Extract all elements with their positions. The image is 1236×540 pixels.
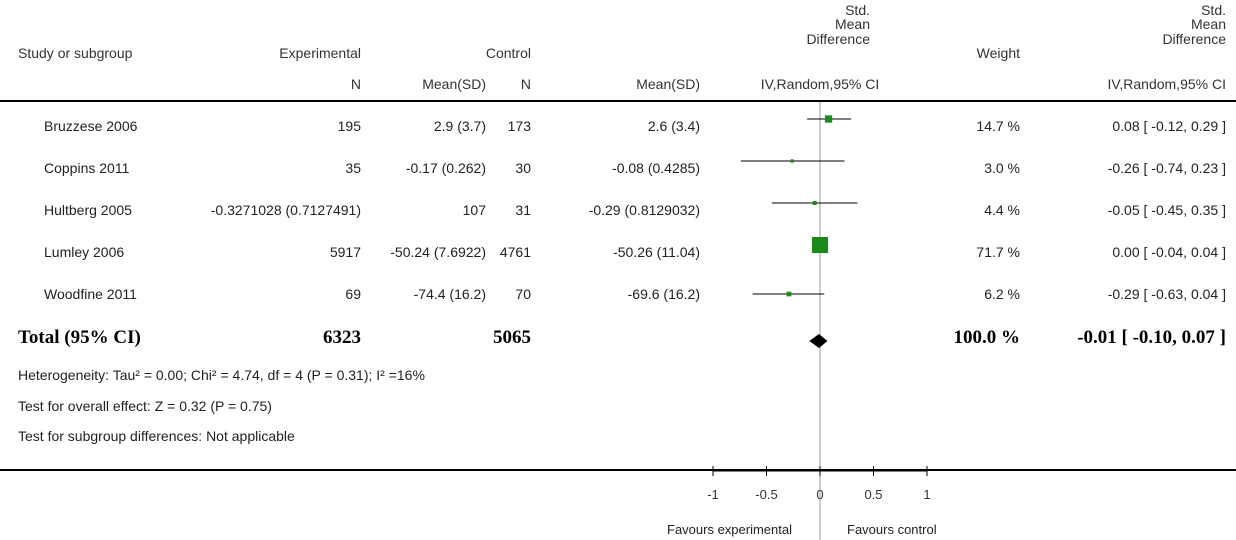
header-exp-mean-sd: Mean(SD): [422, 76, 486, 92]
header-exp-n: N: [350, 76, 361, 92]
study-marker: [811, 236, 829, 254]
study-exp-n: 5917: [329, 244, 361, 260]
study-exp-n: 35: [345, 160, 361, 176]
study-name: Bruzzese 2006: [44, 118, 138, 134]
study-name: Hultberg 2005: [44, 202, 132, 218]
study-ctl-mean-sd: -0.29 (0.8129032): [588, 202, 700, 218]
x-axis-tick-label: -0.5: [755, 487, 777, 502]
study-exp-n: -0.3271028 (0.7127491): [210, 202, 361, 218]
footer-rule: [0, 469, 1236, 471]
study-ci-text: -0.26 [ -0.74, 0.23 ]: [1107, 160, 1226, 176]
study-name: Woodfine 2011: [44, 286, 137, 302]
subgroup-note: Test for subgroup differences: Not appli…: [18, 428, 295, 444]
study-exp-mean-sd: -74.4 (16.2): [413, 286, 486, 302]
study-ctl-mean-sd: 2.6 (3.4): [647, 118, 700, 134]
total-weight: 100.0 %: [953, 327, 1021, 348]
study-marker: [812, 201, 817, 205]
header-control: Control: [485, 45, 531, 61]
overall-effect-note: Test for overall effect: Z = 0.32 (P = 0…: [18, 398, 272, 414]
x-axis-tick-label: -1: [707, 487, 719, 502]
study-ctl-mean-sd: -50.26 (11.04): [613, 244, 700, 260]
study-exp-n: 195: [337, 118, 361, 134]
study-weight: 14.7 %: [976, 118, 1020, 134]
pooled-diamond: [809, 334, 828, 348]
header-ctl-n: N: [520, 76, 531, 92]
total-ci-text: -0.01 [ -0.10, 0.07 ]: [1077, 327, 1226, 348]
total-exp-n: 6323: [323, 327, 361, 348]
study-weight: 6.2 %: [984, 286, 1020, 302]
total-label: Total (95% CI): [18, 327, 141, 348]
study-ci-text: 0.08 [ -0.12, 0.29 ]: [1112, 118, 1226, 134]
x-axis-tick-label: 1: [923, 487, 930, 502]
header-smd-line1: Std.: [845, 2, 870, 18]
study-exp-mean-sd: 2.9 (3.7): [433, 118, 486, 134]
header-ctl-mean-sd: Mean(SD): [636, 76, 700, 92]
x-axis-tick-label: 0: [816, 487, 823, 502]
study-ctl-n: 31: [515, 202, 531, 218]
study-ctl-n: 70: [515, 286, 531, 302]
study-marker: [790, 159, 794, 163]
study-weight: 71.7 %: [976, 244, 1020, 260]
study-name: Coppins 2011: [44, 160, 130, 176]
study-ctl-n: 30: [515, 160, 531, 176]
favours-control: Favours control: [847, 522, 937, 537]
heterogeneity-note: Heterogeneity: Tau² = 0.00; Chi² = 4.74,…: [18, 367, 425, 383]
header-smd2-line1: Std.: [1201, 2, 1226, 18]
header-method2: IV,Random,95% CI: [1107, 76, 1226, 92]
study-ctl-n: 4761: [499, 244, 531, 260]
total-ctl-n: 5065: [493, 327, 531, 348]
header-smd2-line3: Difference: [1162, 31, 1226, 47]
header-method: IV,Random,95% CI: [760, 76, 880, 92]
study-exp-mean-sd: 107: [462, 202, 486, 218]
study-name: Lumley 2006: [44, 244, 125, 260]
header-study: Study or subgroup: [18, 45, 133, 61]
header-rule: [0, 100, 1236, 102]
study-exp-n: 69: [345, 286, 361, 302]
study-ctl-n: 173: [507, 118, 531, 134]
study-exp-mean-sd: -50.24 (7.6922): [390, 244, 486, 260]
study-marker: [786, 291, 792, 297]
header-smd-line2: Mean: [834, 16, 870, 32]
study-marker: [824, 115, 833, 123]
header-smd-line3: Difference: [806, 31, 870, 47]
study-weight: 3.0 %: [984, 160, 1020, 176]
header-weight: Weight: [976, 45, 1020, 61]
study-exp-mean-sd: -0.17 (0.262): [405, 160, 486, 176]
header-experimental: Experimental: [279, 45, 361, 61]
study-ctl-mean-sd: -0.08 (0.4285): [612, 160, 700, 176]
x-axis-tick-label: 0.5: [864, 487, 882, 502]
study-weight: 4.4 %: [984, 202, 1020, 218]
study-ci-text: 0.00 [ -0.04, 0.04 ]: [1112, 244, 1226, 260]
study-ctl-mean-sd: -69.6 (16.2): [627, 286, 700, 302]
header-smd2-line2: Mean: [1190, 16, 1226, 32]
study-ci-text: -0.29 [ -0.63, 0.04 ]: [1107, 286, 1226, 302]
study-ci-text: -0.05 [ -0.45, 0.35 ]: [1107, 202, 1226, 218]
favours-experimental: Favours experimental: [667, 522, 792, 537]
